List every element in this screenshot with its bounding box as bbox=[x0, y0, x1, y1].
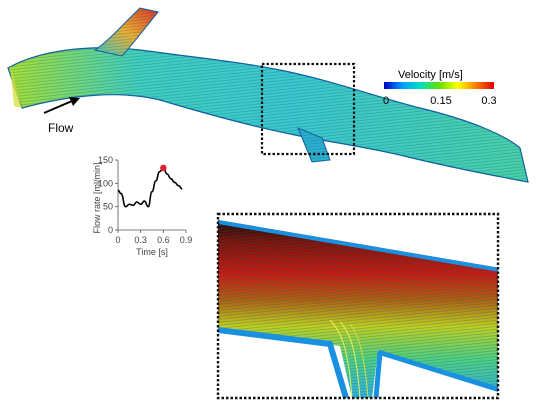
vessel-streamline-render bbox=[7, 7, 529, 183]
x-tick-label: 0.9 bbox=[180, 235, 193, 245]
inset-frame bbox=[216, 212, 500, 400]
flow-arrow-icon bbox=[43, 97, 80, 114]
velocity-colorbar: Velocity [m/s] 0 0.15 0.3 bbox=[383, 69, 497, 107]
y-axis-title: Flow rate [ml/min] bbox=[92, 162, 102, 233]
flow-label: Flow bbox=[48, 121, 74, 135]
x-tick-label: 0.3 bbox=[134, 235, 147, 245]
y-tick-label: 100 bbox=[98, 178, 113, 188]
peak-flow-marker bbox=[160, 164, 167, 172]
y-tick-label: 150 bbox=[98, 155, 113, 165]
colorbar-title: Velocity [m/s] bbox=[398, 69, 463, 81]
colorbar-gradient bbox=[384, 82, 494, 89]
colorbar-tick-2: 0.3 bbox=[481, 95, 496, 107]
flow-rate-chart: Flow rate [ml/min] Time [s] 0 0.3 0.6 0.9 0 5… bbox=[92, 155, 192, 257]
x-tick-label: 0.6 bbox=[157, 235, 170, 245]
x-axis-title: Time [s] bbox=[136, 247, 168, 257]
y-tick-label: 0 bbox=[108, 225, 113, 235]
colorbar-tick-1: 0.15 bbox=[430, 95, 451, 107]
chart-marks: 0 0.3 0.6 0.9 0 50 100 150 bbox=[98, 155, 192, 245]
zoom-region-box bbox=[260, 62, 356, 156]
y-tick-label: 50 bbox=[103, 202, 113, 212]
colorbar-tick-0: 0 bbox=[383, 95, 389, 107]
flow-rate-series-line bbox=[117, 167, 183, 208]
x-tick-label: 0 bbox=[115, 235, 120, 245]
magnified-inset bbox=[216, 212, 500, 400]
